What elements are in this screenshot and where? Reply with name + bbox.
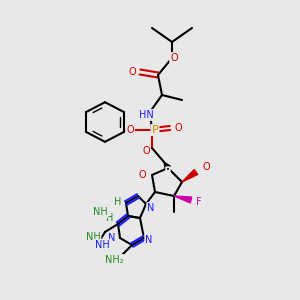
Text: NH: NH (94, 240, 110, 250)
Text: NH: NH (93, 207, 107, 217)
Polygon shape (164, 162, 170, 170)
Text: N: N (108, 233, 116, 243)
Text: N: N (114, 198, 122, 208)
Text: P: P (152, 125, 158, 135)
Text: O: O (170, 53, 178, 63)
Text: •: • (166, 167, 170, 173)
Text: O: O (126, 125, 134, 135)
Text: NH: NH (85, 232, 100, 242)
Text: O: O (202, 162, 210, 172)
Text: O: O (138, 170, 146, 180)
Text: O: O (142, 146, 150, 156)
Text: H: H (106, 213, 114, 223)
Polygon shape (182, 169, 198, 182)
Text: N: N (145, 235, 153, 245)
Text: H: H (114, 197, 122, 207)
Text: HN: HN (139, 110, 153, 120)
Text: N: N (147, 203, 155, 213)
Polygon shape (174, 196, 192, 203)
Text: F: F (196, 197, 202, 207)
Text: O: O (174, 123, 182, 133)
Text: O: O (128, 67, 136, 77)
Text: NH₂: NH₂ (105, 255, 123, 265)
